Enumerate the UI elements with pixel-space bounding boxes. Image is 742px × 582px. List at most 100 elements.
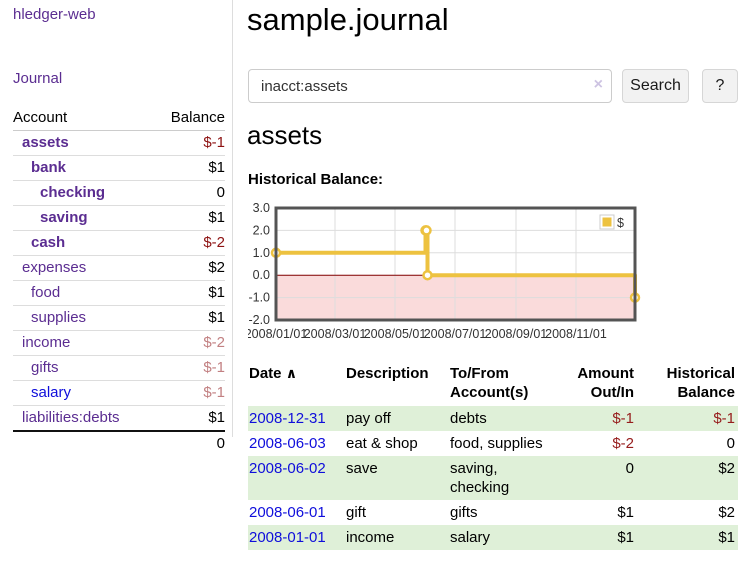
transaction-balance: $-1: [713, 410, 735, 427]
account-link[interactable]: income: [22, 334, 71, 351]
register-row: 2008-06-03 eat & shop food, supplies $-2 0: [248, 431, 738, 456]
data-point-marker: [422, 269, 433, 281]
transaction-balance: $1: [718, 529, 735, 546]
historical-balance-chart: 3.0 2.0 1.0 0.0 -1.0 -2.0 2008/01/01 2008/03/01…: [245, 201, 742, 344]
page-title: sample.journal: [247, 2, 449, 37]
transaction-date-link[interactable]: 2008-06-02: [249, 460, 326, 477]
transaction-date-link[interactable]: 2008-01-01: [249, 529, 326, 546]
account-link[interactable]: salary: [31, 384, 72, 401]
chart-title: Historical Balance:: [248, 171, 384, 188]
svg-text:$: $: [617, 216, 624, 230]
transaction-description: income: [346, 529, 395, 546]
account-balance: $-2: [203, 234, 225, 251]
account-row: liabilities:debts $1: [13, 406, 225, 432]
account-link[interactable]: expenses: [22, 259, 87, 276]
account-balance: $-1: [203, 359, 225, 376]
transaction-balance: $2: [718, 504, 735, 521]
transaction-date-link[interactable]: 2008-06-03: [249, 435, 326, 452]
search-form: × Search ?: [248, 69, 738, 103]
accounts-total-row: 0: [13, 430, 225, 456]
account-row: bank $1: [13, 156, 225, 181]
account-link[interactable]: cash: [31, 234, 66, 251]
account-balance: $1: [208, 409, 225, 426]
register-col-description: Description: [346, 365, 429, 382]
accounts-col-balance: Balance: [153, 106, 225, 131]
account-row: expenses $2: [13, 256, 225, 281]
account-link[interactable]: gifts: [31, 359, 59, 376]
register-row: 2008-06-02 save saving, checking 0 $2: [248, 456, 738, 500]
register-header-row: Date ∧ Description To/From Account(s) Am…: [248, 362, 738, 406]
account-balance: $2: [208, 259, 225, 276]
account-row: food $1: [13, 281, 225, 306]
svg-text:2.0: 2.0: [253, 223, 270, 237]
search-button[interactable]: Search: [622, 69, 689, 103]
svg-text:-2.0: -2.0: [248, 313, 270, 327]
transaction-amount: $-1: [612, 410, 634, 427]
chart-legend: $: [599, 214, 624, 230]
transaction-accounts: salary: [450, 529, 491, 546]
sort-asc-icon: ∧: [285, 365, 298, 381]
transaction-balance: $2: [718, 460, 735, 477]
transaction-description: save: [346, 460, 378, 477]
clear-search-icon[interactable]: ×: [593, 76, 603, 93]
transaction-accounts: saving, checking: [450, 460, 510, 496]
accounts-col-account: Account: [13, 106, 154, 131]
transaction-amount: 0: [625, 460, 634, 477]
sidebar-item-journal[interactable]: Journal: [13, 70, 63, 87]
balance-chart-svg: 3.0 2.0 1.0 0.0 -1.0 -2.02008/01/012008/03/01…: [245, 201, 641, 341]
svg-text:-1.0: -1.0: [248, 291, 270, 305]
transaction-accounts: food, supplies: [450, 435, 543, 452]
register-row: 2008-06-01 gift gifts $1 $2: [248, 500, 738, 525]
register-col-date[interactable]: Date ∧: [249, 365, 298, 382]
accounts-header-row: Account Balance: [13, 106, 225, 131]
register-row: 2008-01-01 income salary $1 $1: [248, 525, 738, 550]
accounts-table: Account Balance assets $-1 bank $1 checking 0…: [13, 106, 225, 456]
data-point-marker: [421, 225, 432, 236]
account-row: checking 0: [13, 181, 225, 206]
svg-text:1.0: 1.0: [253, 246, 270, 260]
transaction-date-link[interactable]: 2008-12-31: [249, 410, 326, 427]
transaction-description: gift: [346, 504, 367, 521]
search-input-wrap: ×: [248, 69, 612, 103]
account-balance: $-1: [203, 134, 225, 151]
account-link[interactable]: supplies: [31, 309, 87, 326]
register-row: 2008-12-31 pay off debts $-1 $-1: [248, 406, 738, 431]
account-heading: assets: [247, 120, 323, 150]
svg-text:2008/09/01: 2008/09/01: [485, 327, 548, 341]
account-row: cash $-2: [13, 231, 225, 256]
svg-text:2008/07/01: 2008/07/01: [424, 327, 487, 341]
svg-text:2008/03/01: 2008/03/01: [304, 327, 367, 341]
account-row: saving $1: [13, 206, 225, 231]
account-balance: $1: [208, 309, 225, 326]
svg-text:2008/11/01: 2008/11/01: [545, 327, 607, 341]
plot-border: [274, 206, 637, 322]
account-balance: $1: [208, 209, 225, 226]
account-link[interactable]: checking: [40, 184, 106, 201]
svg-text:2008/01/01: 2008/01/01: [248, 327, 307, 341]
account-row: assets $-1: [13, 131, 225, 156]
account-balance: $-1: [203, 384, 225, 401]
transaction-description: eat & shop: [346, 435, 418, 452]
account-balance: $1: [208, 284, 225, 301]
account-balance: 0: [216, 184, 225, 201]
account-link[interactable]: bank: [31, 159, 67, 176]
transaction-amount: $1: [617, 504, 634, 521]
accounts-total-value: 0: [153, 430, 225, 456]
help-button[interactable]: ?: [702, 69, 738, 103]
account-balance: $1: [208, 159, 225, 176]
transaction-amount: $1: [617, 529, 634, 546]
transaction-balance: 0: [726, 435, 735, 452]
svg-text:2008/05/01: 2008/05/01: [364, 327, 427, 341]
search-input[interactable]: [248, 69, 612, 103]
register-col-amount: Amount Out/In: [577, 365, 634, 401]
brand-link[interactable]: hledger-web: [13, 6, 96, 23]
svg-text:3.0: 3.0: [253, 202, 270, 215]
account-link[interactable]: assets: [22, 134, 69, 151]
transaction-date-link[interactable]: 2008-06-01: [249, 504, 326, 521]
transaction-accounts: debts: [450, 410, 487, 427]
account-link[interactable]: liabilities:debts: [22, 409, 120, 426]
account-link[interactable]: saving: [40, 209, 88, 226]
svg-text:0.0: 0.0: [253, 268, 270, 282]
account-link[interactable]: food: [31, 284, 61, 301]
transaction-amount: $-2: [612, 435, 634, 452]
